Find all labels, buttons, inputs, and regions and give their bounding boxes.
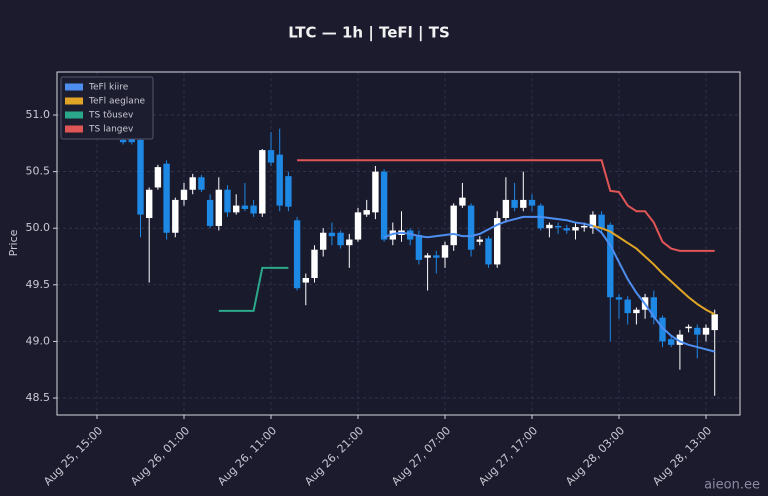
candle-body xyxy=(476,239,483,242)
candle-body xyxy=(589,214,597,229)
candle-body xyxy=(563,228,570,231)
candle-body xyxy=(389,230,396,240)
candle-body xyxy=(285,176,292,207)
candle-body xyxy=(598,214,605,229)
candle-body xyxy=(311,249,318,279)
candle-body xyxy=(380,171,388,240)
x-tick-label: Aug 28, 03:00 xyxy=(563,424,627,488)
candle-body xyxy=(650,297,657,318)
legend: TeFl kiire TeFl aeglane TS tõusev TS langev xyxy=(60,76,154,140)
legend-swatch xyxy=(65,111,83,119)
candle-body xyxy=(607,224,614,298)
candle-body xyxy=(241,205,249,209)
candle-body xyxy=(528,199,536,206)
chart-title: LTC — 1h | TeFl | TS xyxy=(288,24,450,43)
y-tick-label: 48.5 xyxy=(26,391,51,404)
candle-body xyxy=(581,225,588,228)
legend-swatch xyxy=(65,125,83,133)
line-series xyxy=(297,159,715,252)
candle-body xyxy=(711,314,718,331)
candle-body xyxy=(441,245,449,258)
x-tick-label: Aug 26, 01:00 xyxy=(128,424,192,488)
legend-swatch xyxy=(65,97,83,105)
candle-body xyxy=(511,199,518,208)
candle-body xyxy=(119,139,127,143)
legend-label: TS langev xyxy=(88,125,134,135)
candle-body xyxy=(407,230,414,240)
candle-body xyxy=(128,137,135,143)
legend-label: TS tõusev xyxy=(88,111,134,121)
candle-body xyxy=(259,150,266,214)
line-series xyxy=(383,215,715,353)
watermark: aieon.ee xyxy=(704,478,760,493)
candle-body xyxy=(668,339,675,345)
candle-body xyxy=(502,199,510,219)
candle-body xyxy=(267,150,275,163)
legend-swatch xyxy=(65,83,83,91)
candle-body xyxy=(363,210,370,215)
candle-body xyxy=(206,199,214,226)
candle-body xyxy=(685,326,692,329)
candle-body xyxy=(424,255,431,258)
legend-box xyxy=(60,76,154,140)
x-tick-label: Aug 27, 07:00 xyxy=(389,424,453,488)
candle-body xyxy=(328,232,336,237)
candle-body xyxy=(546,224,553,229)
candle-body xyxy=(459,197,466,206)
x-tick-label: Aug 27, 17:00 xyxy=(476,424,540,488)
candle-body xyxy=(702,327,710,335)
candle-body xyxy=(433,255,440,258)
x-tick-label: Aug 26, 21:00 xyxy=(302,424,366,488)
candle-body xyxy=(189,177,196,190)
candle-body xyxy=(633,309,640,314)
y-tick-label: 49.0 xyxy=(26,334,51,347)
candle-body xyxy=(346,239,353,246)
candle-body xyxy=(554,225,562,228)
candle-body xyxy=(676,334,684,345)
candle-body xyxy=(520,199,527,208)
y-tick-label: 50.5 xyxy=(26,165,51,178)
candle-body xyxy=(467,205,475,250)
candle-body xyxy=(146,189,153,219)
candle-body xyxy=(320,232,327,250)
candle-body xyxy=(302,278,309,283)
candle-body xyxy=(154,167,162,188)
candle-body xyxy=(163,163,170,233)
candle-body xyxy=(615,297,623,300)
candle-body xyxy=(450,205,457,246)
candle-body xyxy=(337,232,344,246)
x-tick-label: Aug 26, 11:00 xyxy=(215,424,279,488)
candle-body xyxy=(494,218,501,265)
candle-body xyxy=(215,189,222,226)
candle-body xyxy=(180,189,188,200)
candle-body xyxy=(659,317,666,342)
legend-label: TeFl aeglane xyxy=(88,97,146,107)
y-tick-label: 51.0 xyxy=(26,108,51,121)
plot-frame xyxy=(56,71,741,416)
candle-body xyxy=(293,220,301,289)
candle-body xyxy=(485,238,492,265)
candle-body xyxy=(137,139,144,215)
y-tick-label: 50.0 xyxy=(26,221,51,234)
y-axis-label: Price xyxy=(7,229,20,256)
plot-area xyxy=(57,72,740,415)
x-tick-label: Aug 25, 15:00 xyxy=(41,424,105,488)
candle-body xyxy=(172,199,179,233)
candle-body xyxy=(233,205,240,213)
candle-body xyxy=(198,177,205,190)
candle-body xyxy=(250,205,257,214)
line-series xyxy=(218,266,289,312)
candle-body xyxy=(694,327,701,335)
candle-body xyxy=(276,154,283,206)
candle-body xyxy=(415,235,423,260)
candle-body xyxy=(372,171,379,213)
candle-body xyxy=(624,299,631,314)
y-tick-label: 49.5 xyxy=(26,278,51,291)
candle-body xyxy=(224,189,231,213)
legend-label: TeFl kiire xyxy=(88,83,129,93)
candle-body xyxy=(354,212,362,240)
line-series xyxy=(592,224,716,316)
candle-body xyxy=(572,227,579,231)
